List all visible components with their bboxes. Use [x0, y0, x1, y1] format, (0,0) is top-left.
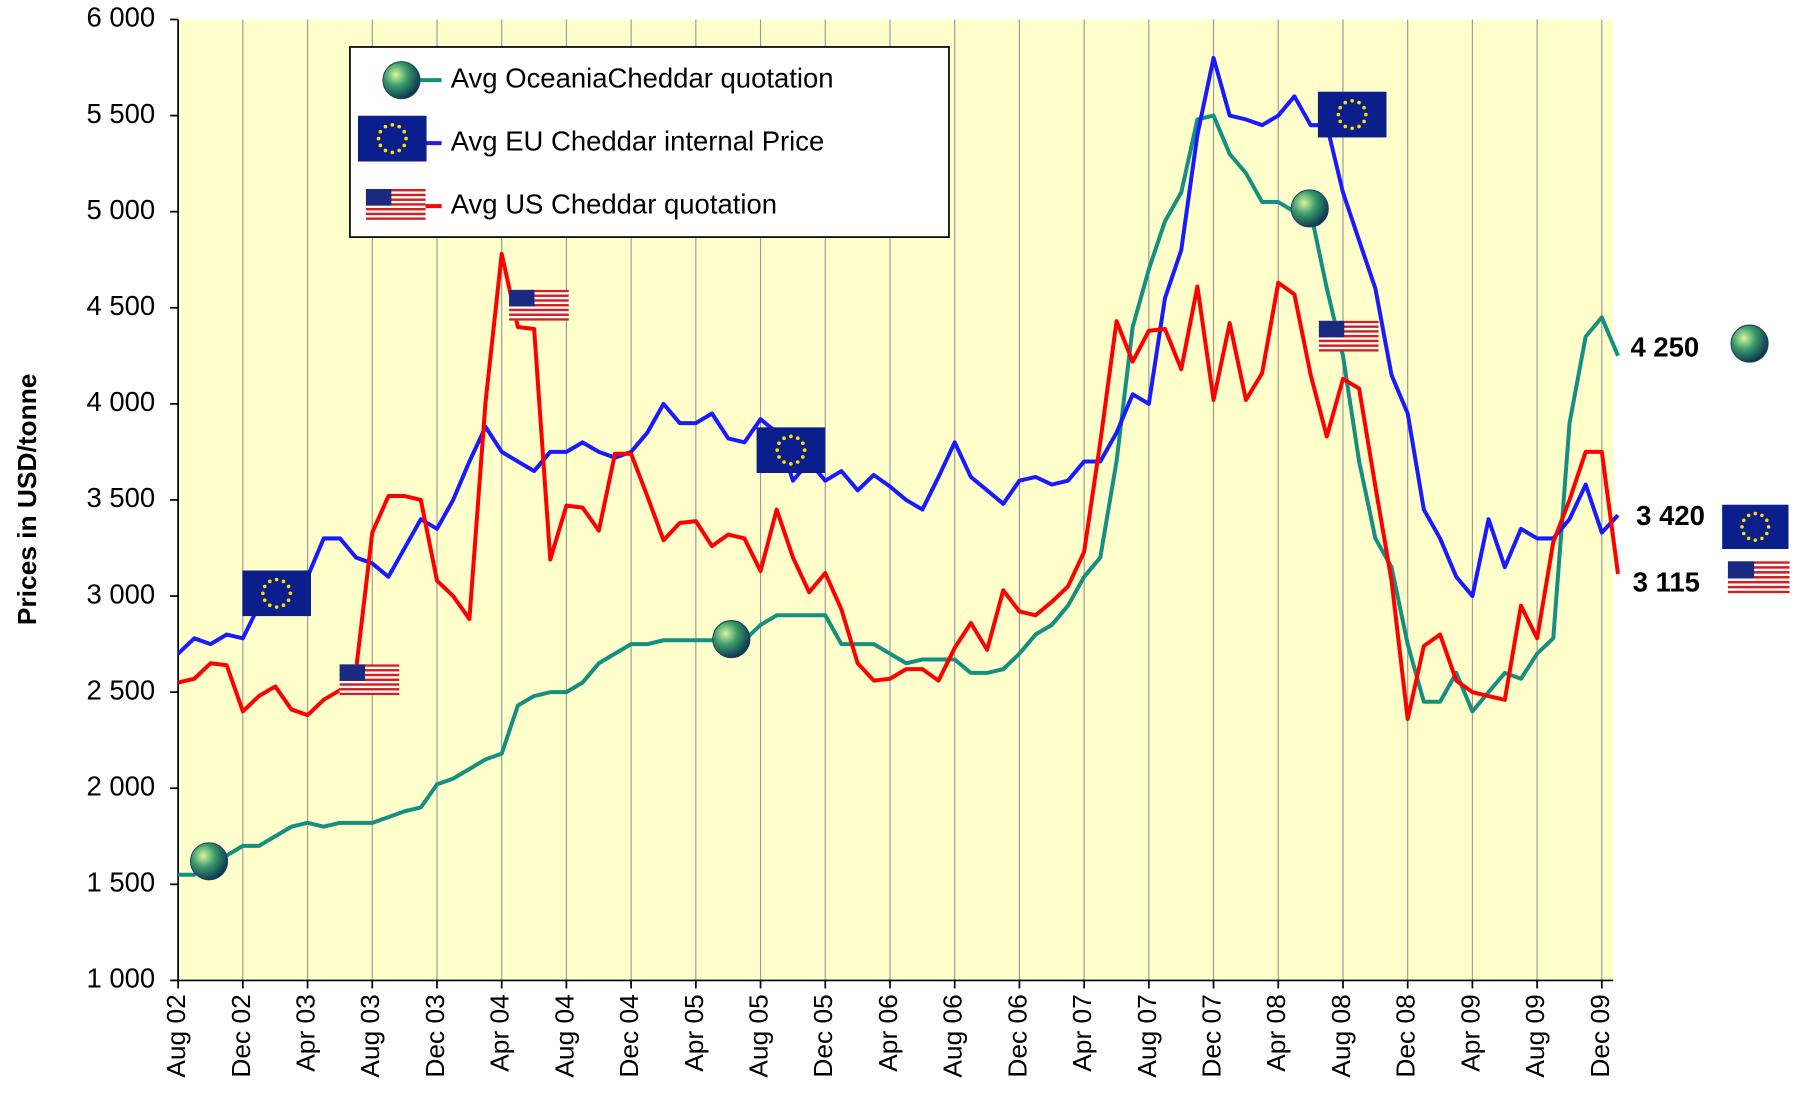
legend-us-flag-icon — [365, 188, 426, 220]
y-tick-label: 4 500 — [86, 290, 155, 321]
x-tick-label: Apr 03 — [291, 994, 321, 1072]
globe-icon — [189, 842, 229, 881]
y-tick-label: 3 500 — [86, 482, 155, 513]
x-tick-label: Aug 04 — [549, 994, 579, 1077]
y-axis-label: Prices in USD/tonne — [12, 374, 42, 626]
x-tick-label: Aug 09 — [1520, 994, 1550, 1077]
x-tick-label: Apr 07 — [1067, 994, 1097, 1072]
x-tick-label: Apr 05 — [679, 994, 709, 1072]
y-tick-label: 2 000 — [86, 771, 155, 802]
legend-globe-icon — [382, 61, 421, 100]
x-tick-label: Apr 06 — [873, 994, 903, 1072]
y-tick-label: 4 000 — [86, 386, 155, 417]
legend-label: Avg OceaniaCheddar quotation — [451, 62, 834, 93]
x-tick-label: Aug 03 — [355, 994, 385, 1077]
x-tick-label: Apr 04 — [485, 994, 515, 1072]
globe-icon — [712, 620, 751, 659]
x-tick-label: Dec 09 — [1585, 994, 1615, 1077]
y-tick-label: 2 500 — [86, 674, 155, 705]
series-line — [176, 55, 1620, 656]
us-flag-icon — [1727, 561, 1790, 594]
eu-flag-icon — [1317, 91, 1387, 138]
y-tick-label: 5 500 — [86, 98, 155, 129]
x-tick-label: Dec 03 — [420, 994, 450, 1077]
x-tick-label: Dec 08 — [1391, 994, 1421, 1077]
y-tick-label: 5 000 — [86, 194, 155, 225]
x-tick-label: Aug 08 — [1326, 994, 1356, 1077]
legend-label: Avg EU Cheddar internal Price — [451, 125, 825, 156]
x-tick-label: Dec 04 — [614, 994, 644, 1077]
eu-flag-icon — [242, 570, 312, 617]
end-label: 3 420 — [1636, 500, 1705, 531]
us-flag-icon — [1318, 320, 1379, 352]
x-tick-label: Dec 07 — [1197, 994, 1227, 1077]
y-tick-label: 1 000 — [86, 963, 155, 994]
us-flag-icon — [339, 664, 400, 696]
us-flag-icon — [509, 289, 569, 321]
x-tick-label: Aug 06 — [938, 994, 968, 1077]
globe-icon — [1730, 324, 1769, 363]
x-tick-label: Aug 02 — [161, 994, 191, 1077]
eu-flag-icon — [756, 427, 826, 474]
x-tick-label: Dec 05 — [808, 994, 838, 1077]
x-tick-label: Apr 09 — [1455, 994, 1485, 1072]
x-tick-label: Aug 05 — [744, 994, 774, 1077]
series-line — [178, 113, 1620, 877]
x-tick-label: Apr 08 — [1261, 994, 1291, 1072]
eu-flag-icon — [1722, 504, 1789, 550]
legend-eu-flag-icon — [357, 115, 427, 162]
x-tick-label: Dec 06 — [1002, 994, 1032, 1077]
series-line — [177, 251, 1620, 722]
x-tick-label: Aug 07 — [1132, 994, 1162, 1077]
end-label: 3 115 — [1633, 566, 1700, 597]
legend-label: Avg US Cheddar quotation — [451, 188, 777, 219]
y-tick-label: 6 000 — [86, 2, 155, 33]
x-tick-label: Dec 02 — [226, 994, 256, 1077]
legend-box — [349, 46, 950, 238]
y-tick-label: 1 500 — [86, 867, 155, 898]
globe-icon — [1290, 189, 1329, 228]
end-label: 4 250 — [1630, 332, 1699, 363]
y-tick-label: 3 000 — [86, 578, 155, 609]
